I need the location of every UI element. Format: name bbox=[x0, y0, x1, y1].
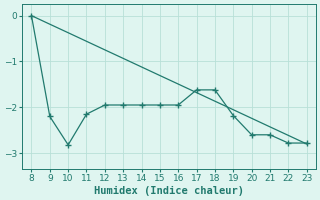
X-axis label: Humidex (Indice chaleur): Humidex (Indice chaleur) bbox=[94, 186, 244, 196]
